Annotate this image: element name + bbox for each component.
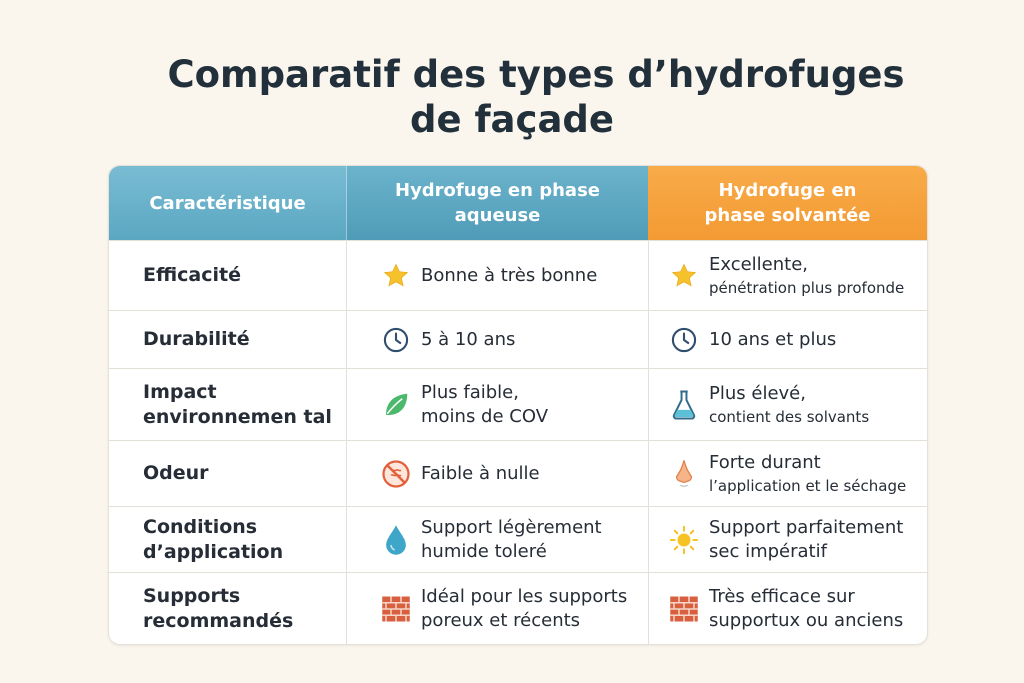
aqueous-cell: 5 à 10 ans (346, 311, 648, 368)
table-row-impact: Impact environnemen tal Plus faible, moi… (109, 368, 927, 440)
solvent-text: 10 ans et plus (709, 328, 837, 350)
leaf-icon (381, 390, 411, 420)
row-label-line-2: recommandés (143, 609, 294, 632)
brick-icon (381, 594, 411, 624)
flask-icon (669, 389, 699, 420)
aqueous-text-line-1: Idéal pour les supports (421, 585, 628, 607)
header-solvent: Hydrofuge en phase solvantée (648, 166, 927, 240)
row-label-text: Odeur (143, 462, 209, 484)
aqueous-cell: Support légèrement humide toleré (346, 507, 648, 572)
aqueous-cell: Idéal pour les supports poreux et récent… (346, 573, 648, 644)
clock-icon (381, 325, 411, 355)
solvent-cell: Plus élevé, contient des solvants (648, 369, 927, 440)
row-label-text: Efficacité (143, 264, 241, 286)
aqueous-text-line-2: moins de COV (421, 405, 549, 427)
row-label: Odeur (109, 441, 346, 506)
row-label-text: Durabilité (143, 328, 250, 350)
row-label: Impact environnemen tal (109, 369, 346, 440)
solvent-text: Plus élevé, (709, 382, 806, 404)
nose-icon (669, 459, 699, 489)
comparison-table: Caractéristique Hydrofuge en phase aqueu… (108, 165, 928, 645)
clock-icon (669, 325, 699, 355)
aqueous-text-line-2: poreux et récents (421, 609, 581, 631)
table-row-conditions: Conditions d’application Support légèrem… (109, 506, 927, 572)
header-characteristic-label: Caractéristique (149, 192, 306, 214)
row-label: Durabilité (109, 311, 346, 368)
star-icon (669, 261, 699, 291)
row-label-line-1: Supports (143, 584, 241, 607)
solvent-subtext: pénétration plus profonde (709, 278, 905, 297)
header-aqueous-line-2: aqueuse (454, 205, 541, 226)
water-drop-icon (381, 524, 411, 555)
aqueous-cell: Bonne à très bonne (346, 241, 648, 310)
header-aqueous-line-1: Hydrofuge en phase (395, 180, 600, 201)
solvent-text-line-2: supportux ou anciens (709, 609, 904, 631)
title-line-1: Comparatif des types d’hydrofuges (167, 53, 905, 96)
aqueous-text: 5 à 10 ans (421, 328, 516, 350)
table-row-durabilite: Durabilité 5 à 10 ans 10 ans et plus (109, 310, 927, 368)
brick-icon (669, 594, 699, 624)
table-row-odeur: Odeur Faible à nulle Forte durant l’appl… (109, 440, 927, 506)
table-row-supports: Supports recommandés Idéal pour les supp… (109, 572, 927, 644)
header-solvent-line-1: Hydrofuge en (718, 180, 857, 201)
aqueous-text: Bonne à très bonne (421, 264, 598, 286)
no-smell-icon (381, 459, 411, 489)
aqueous-text: Faible à nulle (421, 462, 540, 484)
solvent-subtext: contient des solvants (709, 407, 870, 426)
solvent-cell: Très efficace sur supportux ou anciens (648, 573, 927, 644)
solvent-cell: Support parfaitement sec impératif (648, 507, 927, 572)
header-characteristic: Caractéristique (109, 166, 346, 240)
row-label-line-2: environnemen tal (143, 405, 332, 428)
aqueous-text-line-1: Support légèrement (421, 516, 602, 538)
sun-icon (669, 525, 699, 555)
solvent-cell: Forte durant l’application et le séchage (648, 441, 927, 506)
title-line-2: de façade (409, 98, 614, 141)
aqueous-text-line-2: humide toleré (421, 540, 547, 562)
aqueous-cell: Plus faible, moins de COV (346, 369, 648, 440)
row-label: Supports recommandés (109, 573, 346, 644)
header-aqueous: Hydrofuge en phase aqueuse (346, 166, 648, 240)
header-solvent-line-2: phase solvantée (704, 205, 871, 226)
solvent-text: Excellente, (709, 253, 809, 275)
page-title: Comparatif des types d’hydrofuges de faç… (0, 52, 1024, 142)
solvent-cell: 10 ans et plus (648, 311, 927, 368)
solvent-text-line-2: sec impératif (709, 540, 827, 562)
row-label: Conditions d’application (109, 507, 346, 572)
aqueous-text-line-1: Plus faible, (421, 381, 519, 403)
solvent-subtext: l’application et le séchage (709, 476, 907, 495)
row-label-line-1: Conditions (143, 515, 258, 538)
solvent-cell: Excellente, pénétration plus profonde (648, 241, 927, 310)
aqueous-cell: Faible à nulle (346, 441, 648, 506)
table-row-efficacite: Efficacité Bonne à très bonne Excellente… (109, 240, 927, 310)
solvent-text-line-1: Support parfaitement (709, 516, 904, 538)
solvent-text: Forte durant (709, 451, 821, 473)
row-label: Efficacité (109, 241, 346, 310)
row-label-line-1: Impact (143, 380, 217, 403)
row-label-line-2: d’application (143, 540, 284, 563)
solvent-text-line-1: Très efficace sur (709, 585, 855, 607)
star-icon (381, 261, 411, 291)
